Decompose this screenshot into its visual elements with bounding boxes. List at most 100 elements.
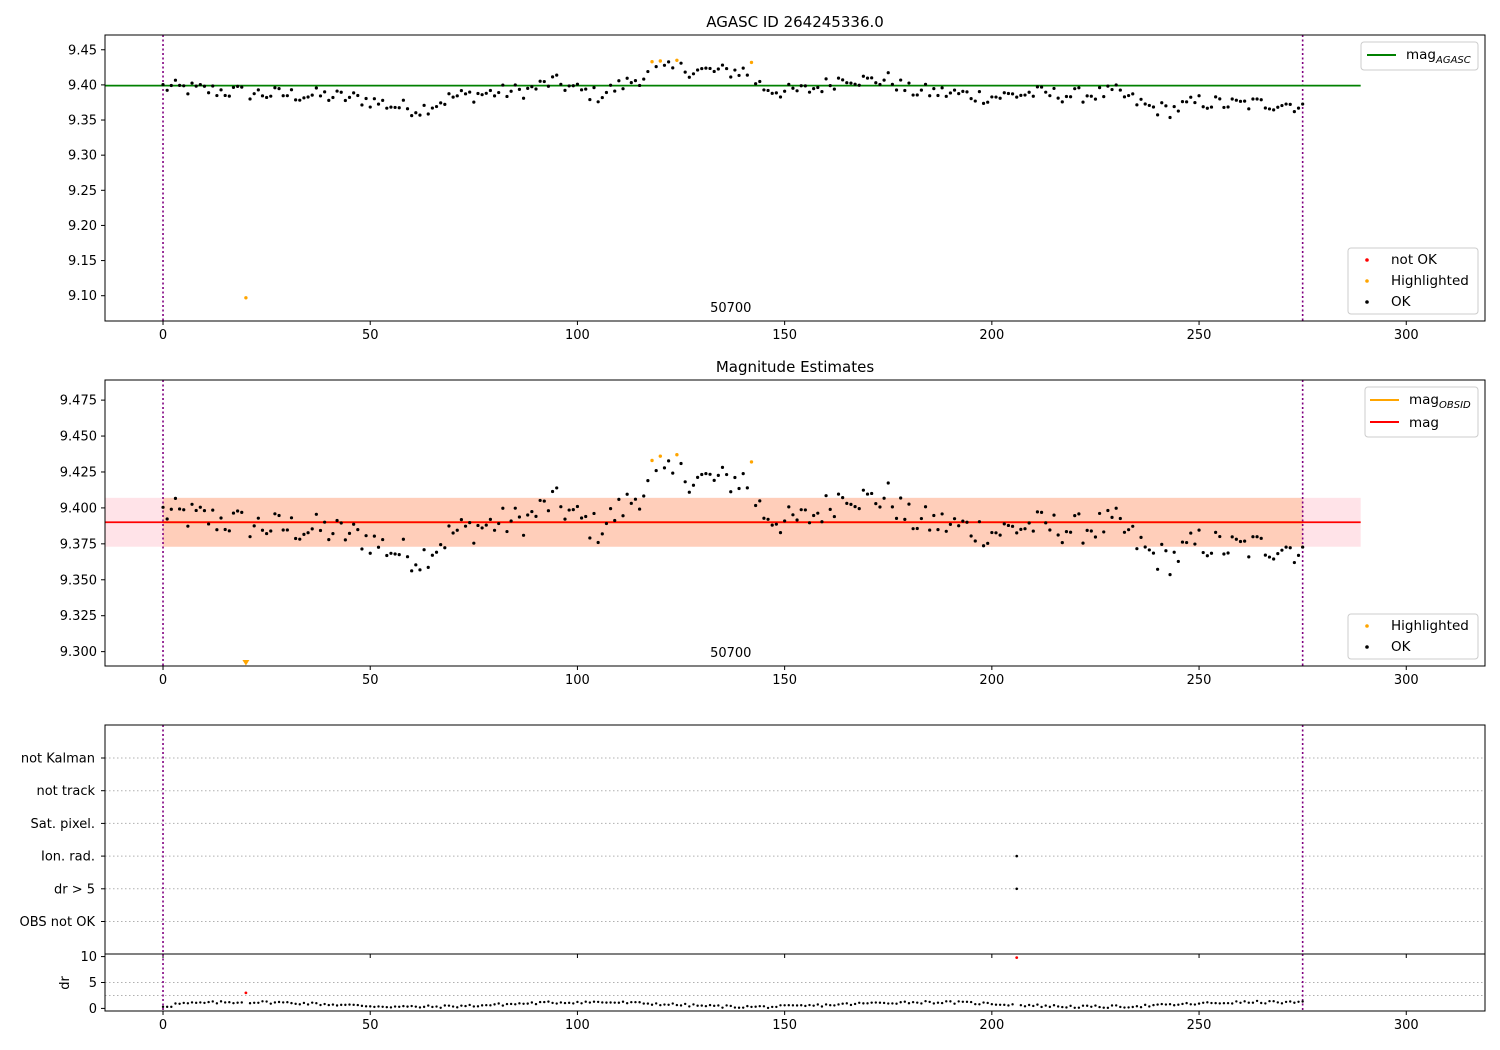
ok-point [865, 76, 870, 80]
ok-point [356, 528, 360, 532]
highlighted-point [658, 454, 663, 458]
ok-point [990, 95, 994, 99]
ok-point [343, 98, 347, 103]
ok-point [343, 538, 347, 542]
dr-point [323, 1002, 326, 1006]
ok-point [1226, 551, 1230, 555]
dr-point [771, 1005, 774, 1009]
ok-point [538, 79, 542, 83]
dr-point [621, 1000, 625, 1003]
ok-point [1218, 534, 1222, 539]
ok-point [874, 81, 878, 85]
ok-point [700, 472, 704, 477]
ok-point [1205, 106, 1209, 110]
ok-point [1193, 542, 1197, 546]
ok-point [1255, 535, 1259, 539]
ok-point [252, 92, 256, 96]
ok-point [418, 113, 422, 117]
ok-point [600, 95, 604, 100]
ok-point [712, 478, 716, 483]
dr-point [186, 1002, 190, 1005]
y-tick-label: 10 [80, 950, 97, 965]
ok-point [173, 78, 178, 82]
ok-point [1176, 559, 1180, 564]
ok-point [683, 480, 687, 484]
ok-point [762, 516, 766, 520]
dr-point [311, 1001, 314, 1004]
dr-point [829, 1004, 832, 1007]
dr-point [277, 1000, 281, 1004]
ok-point [1205, 554, 1209, 558]
dr-point [261, 1000, 264, 1003]
ok-point [352, 91, 356, 95]
ok-point [1197, 94, 1201, 98]
ok-point [1031, 529, 1035, 533]
dr-point [1094, 1004, 1097, 1007]
dr-point [1052, 1004, 1056, 1007]
ok-point [256, 516, 260, 520]
dr-point [538, 1000, 542, 1004]
dr-point [820, 1005, 824, 1008]
ok-point [1097, 511, 1102, 516]
ok-point [202, 84, 207, 88]
dr-point [974, 1002, 977, 1006]
ok-point [1073, 514, 1077, 518]
dr-point [783, 1004, 786, 1007]
dr-point [659, 1003, 662, 1007]
dr-point [265, 1000, 268, 1003]
ok-point [447, 92, 451, 96]
ok-point [766, 88, 770, 93]
ok-point [364, 534, 368, 538]
ok-point [207, 91, 211, 95]
ok-point [1102, 530, 1106, 534]
x-tick-label: 0 [159, 328, 167, 343]
dr-point [1069, 1004, 1072, 1008]
ok-point [882, 78, 886, 82]
ok-point [812, 513, 816, 518]
dr-point [870, 1001, 873, 1004]
ok-point [492, 94, 497, 98]
ok-point [405, 107, 410, 111]
ok-point [472, 541, 476, 545]
ok-point [720, 63, 725, 67]
panel1-title: AGASC ID 264245336.0 [706, 13, 884, 31]
ok-point [1106, 84, 1110, 88]
ok-point [1068, 530, 1073, 534]
dr-point [671, 1002, 674, 1005]
dr-point [439, 1006, 442, 1010]
ok-point [1131, 524, 1135, 528]
dr-point [1131, 1005, 1134, 1009]
ok-point [215, 528, 219, 532]
ok-point [1039, 85, 1044, 89]
ok-point [1164, 104, 1168, 108]
dr-point [468, 1003, 471, 1007]
ok-point [696, 68, 700, 72]
dr-point [1168, 1003, 1172, 1006]
ok-point [928, 94, 932, 98]
ok-point [385, 106, 389, 110]
dr-point [601, 1001, 604, 1004]
ok-point [459, 89, 463, 93]
dr-point [1007, 1004, 1010, 1007]
legend-highlighted-label: Highlighted [1391, 273, 1469, 289]
dr-point [580, 1002, 583, 1005]
dr-point [327, 1003, 330, 1007]
y-tick-label: 5 [89, 976, 97, 991]
ok-point [575, 504, 580, 509]
ok-point [227, 94, 231, 98]
ok-point [778, 531, 783, 535]
dr-point [273, 1001, 277, 1004]
dr-point [269, 1002, 272, 1005]
ok-point [285, 94, 289, 98]
ok-point [700, 66, 704, 71]
dr-point [683, 1002, 687, 1006]
ok-point [791, 513, 795, 517]
ok-point [1267, 107, 1272, 111]
ok-point [1151, 551, 1156, 555]
dr-point [567, 1001, 571, 1005]
ok-point [207, 522, 211, 526]
ok-point [575, 82, 580, 86]
flag-point [1015, 854, 1019, 858]
legend-not-ok-marker [1365, 258, 1369, 262]
ok-point [389, 105, 393, 109]
